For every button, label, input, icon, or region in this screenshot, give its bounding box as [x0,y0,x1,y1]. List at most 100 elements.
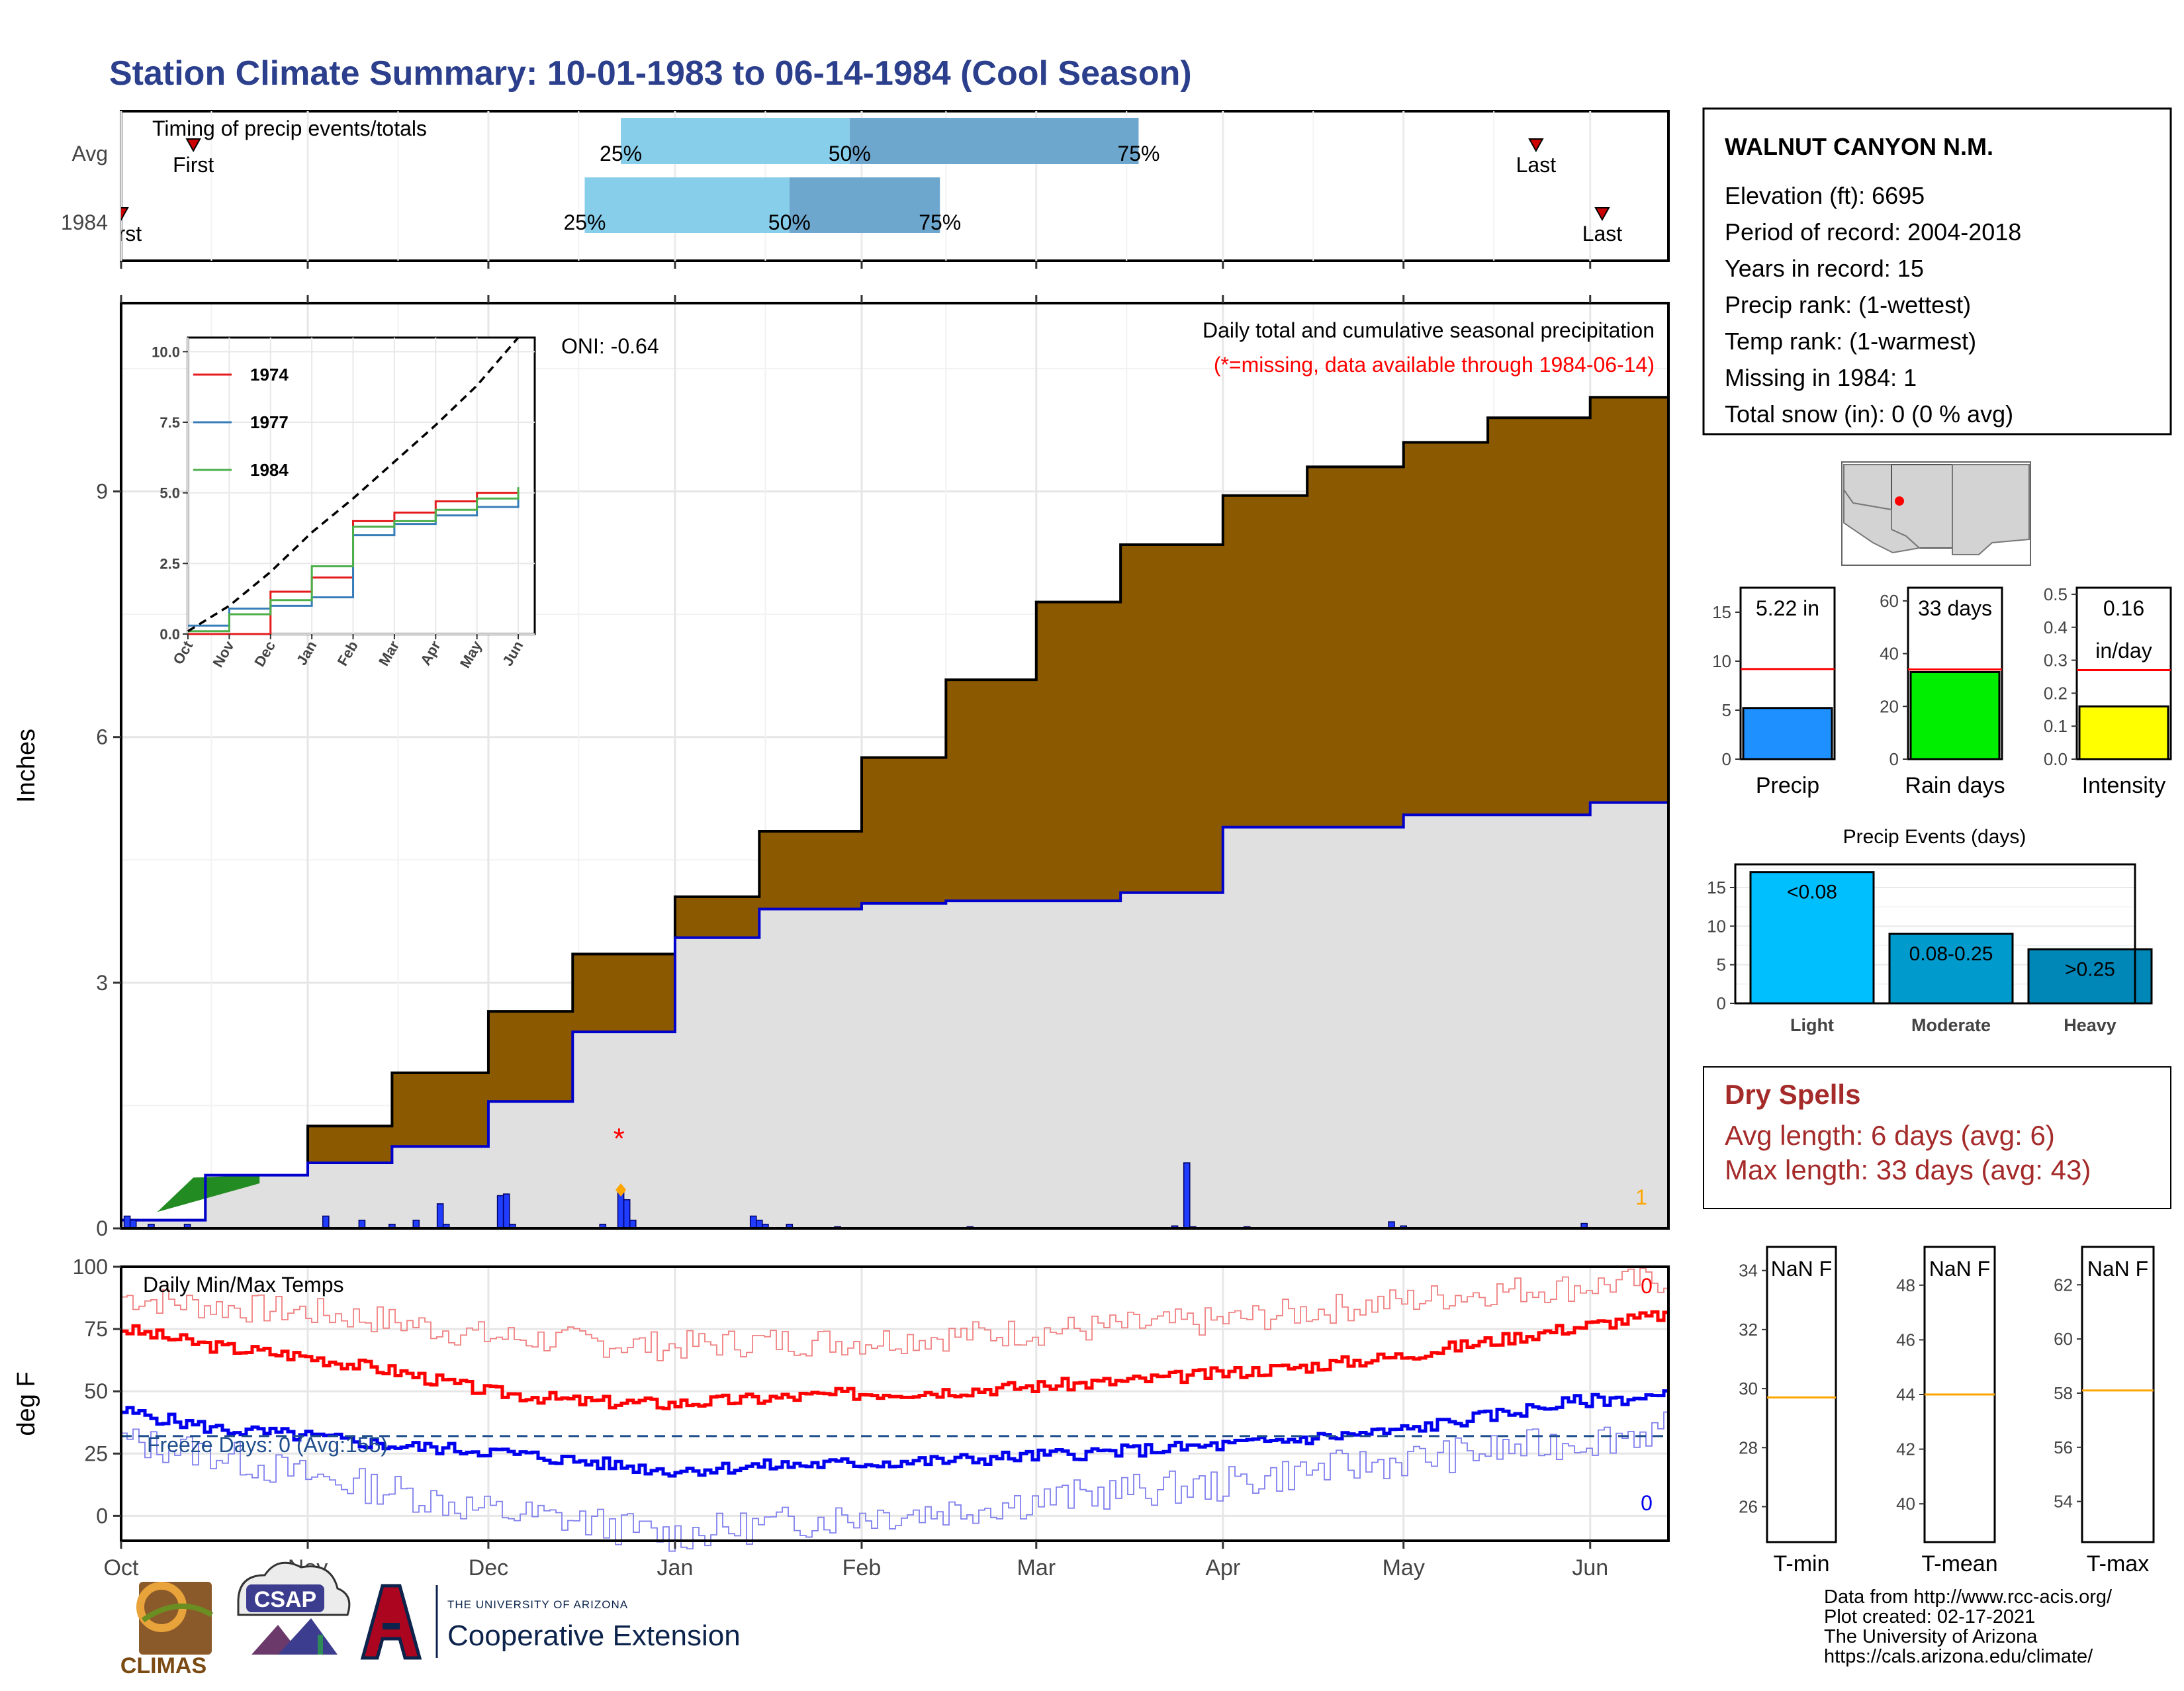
month-tick: Apr [1205,1555,1240,1580]
locator-map [1841,461,2031,566]
credit-line-4: https://cals.arizona.edu/climate/ [1824,1646,2093,1667]
summary-ytick: 20 [1880,696,1899,716]
freeze-days-label: Freeze Days: 0 (Avg:155) [147,1433,388,1457]
timing-row-avg-name: Avg [71,142,108,165]
max-temp-count: 0 [1641,1274,1653,1298]
svg-text:CSAP: CSAP [254,1587,316,1612]
temp-box-ytick: 32 [1739,1320,1758,1340]
dry-spells-title: Dry Spells [1725,1079,1860,1110]
summary-ytick: 0.4 [2044,617,2068,637]
precip-panel: 0 3 6 9 Inches Daily total and cumulative s… [13,295,1670,1240]
temp-box-t-max: 54 56 58 60 62 NaN F T-max [2054,1246,2155,1577]
events-title: Precip Events (days) [1843,826,2026,848]
events-bar-label: >0.25 [2065,958,2115,980]
station-frame [1702,107,2172,435]
temp-box-ytick: 28 [1739,1438,1758,1457]
summary-intensity-value: 0.16 [2103,596,2144,620]
timing-0-last-label: Last [1516,153,1557,177]
timing-1-last-label: Last [1582,222,1623,246]
temp-box-ytick: 40 [1896,1494,1915,1514]
temp-box-label: T-max [2087,1551,2149,1577]
credit-line-2: Plot created: 02-17-2021 [1824,1606,2035,1627]
precip-ytick: 0 [96,1216,108,1240]
timing-bar-0-q2 [849,118,1139,164]
daily-precip-bar [617,1191,625,1229]
temp-box-ytick: 48 [1896,1275,1915,1295]
temp-ytick: 75 [84,1317,108,1341]
logos: CLIMAS CSAP THE UNIVERSITY OF ARIZONA Co… [120,1561,741,1678]
precip-frame [120,302,1670,1230]
timing-bar-0-q1 [621,118,850,164]
daily-precip-bar [1183,1162,1191,1229]
record-max-line [121,1267,1670,1361]
month-tick: May [1383,1555,1425,1580]
temp-title: Daily Min/Max Temps [143,1273,343,1297]
temp-summary-boxes: 26 28 30 32 34 NaN F T-min 40 42 44 46 48 NaN F T-mea… [1739,1246,2155,1577]
summary-intensity: 0.0 0.1 0.2 0.3 0.4 0.5 0.16 in/day Intensity [2044,584,2172,798]
timing-0-first-marker [185,138,201,153]
inset-bg [187,336,536,635]
timing-1-last-marker [1594,207,1610,222]
summary-ytick: 0.1 [2044,716,2068,736]
above-average-area [157,1175,260,1212]
events-category: Moderate [1911,1015,1991,1035]
station-info-box: WALNUT CANYON N.M. Elevation (ft): 6695 P… [1702,107,2172,435]
temp-ylabel: deg F [13,1371,40,1436]
inset-average-line [187,336,520,633]
summary-precip-bar [1742,707,1833,760]
summary-ytick: 10 [1712,651,1731,671]
oni-label: ONI: -0.64 [561,334,659,358]
temp-box-value: NaN F [1929,1257,1990,1281]
timing-1-p25: 25% [563,210,606,234]
temp-box-ytick: 54 [2054,1492,2073,1512]
dry-spells-max: Max length: 33 days (avg: 43) [1725,1154,2091,1185]
month-tick: Dec [469,1555,508,1580]
temp-box-label: T-mean [1921,1551,1997,1577]
missing-count: 1 [1635,1185,1647,1209]
month-tick: Feb [842,1555,882,1580]
events-bar-heavy [2027,948,2153,1005]
temp-box-ytick: 58 [2054,1383,2073,1403]
timing-0-p75: 75% [1117,142,1160,165]
precip-title: Daily total and cumulative seasonal prec… [1203,318,1655,342]
daily-precip-bar [322,1215,330,1229]
precip-ylabel: Inches [13,729,40,803]
temp-ytick: 0 [96,1504,108,1528]
temp-frame [120,1265,1670,1542]
credit-line-3: The University of Arizona [1824,1626,2038,1647]
summary-intensity-label: Intensity [2082,773,2166,798]
summary-ytick: 0.3 [2044,651,2068,670]
station-name: WALNUT CANYON N.M. [1725,133,1993,160]
inset-legend-label: 1977 [250,412,289,432]
station-location-marker [1895,496,1904,506]
station-info-line: Years in record: 15 [1725,255,1924,282]
events-bar-light [1749,871,1875,1005]
timing-bar-1-q1 [584,177,790,233]
temp-box-ytick: 34 [1739,1261,1758,1281]
summary-precip: 0 5 10 15 5.22 in Precip [1712,586,1836,798]
university-of-arizona-logo: THE UNIVERSITY OF ARIZONA Cooperative Ex… [360,1584,741,1660]
record-min-line [121,1411,1670,1552]
precip-ytick: 9 [96,480,108,504]
station-info-line: Missing in 1984: 1 [1725,364,1917,391]
summary-ytick: 0 [1722,749,1731,769]
month-tick: Jun [1572,1555,1608,1580]
summary-ytick: 60 [1880,591,1899,611]
min-temp-count: 0 [1641,1491,1653,1515]
temp-box-ytick: 26 [1739,1496,1758,1516]
precip-events-chart: Precip Events (days) <0.08 0.08-0.25 >0.25… [1707,826,2153,1035]
station-info-line: Elevation (ft): 6695 [1725,182,1925,209]
temp-box-ytick: 62 [2054,1275,2073,1295]
temp-box-t-min: 26 28 30 32 34 NaN F T-min [1739,1246,1837,1577]
inset-ytick: 7.5 [159,414,180,431]
timing-0-last-marker [1528,138,1544,153]
dry-spells-frame [1703,1066,2171,1209]
temp-ytick: 25 [84,1441,108,1465]
svg-text:Cooperative Extension: Cooperative Extension [447,1620,741,1652]
temp-box-label: T-min [1774,1551,1830,1577]
events-category: Light [1790,1015,1834,1035]
temp-box-ytick: 56 [2054,1438,2073,1457]
